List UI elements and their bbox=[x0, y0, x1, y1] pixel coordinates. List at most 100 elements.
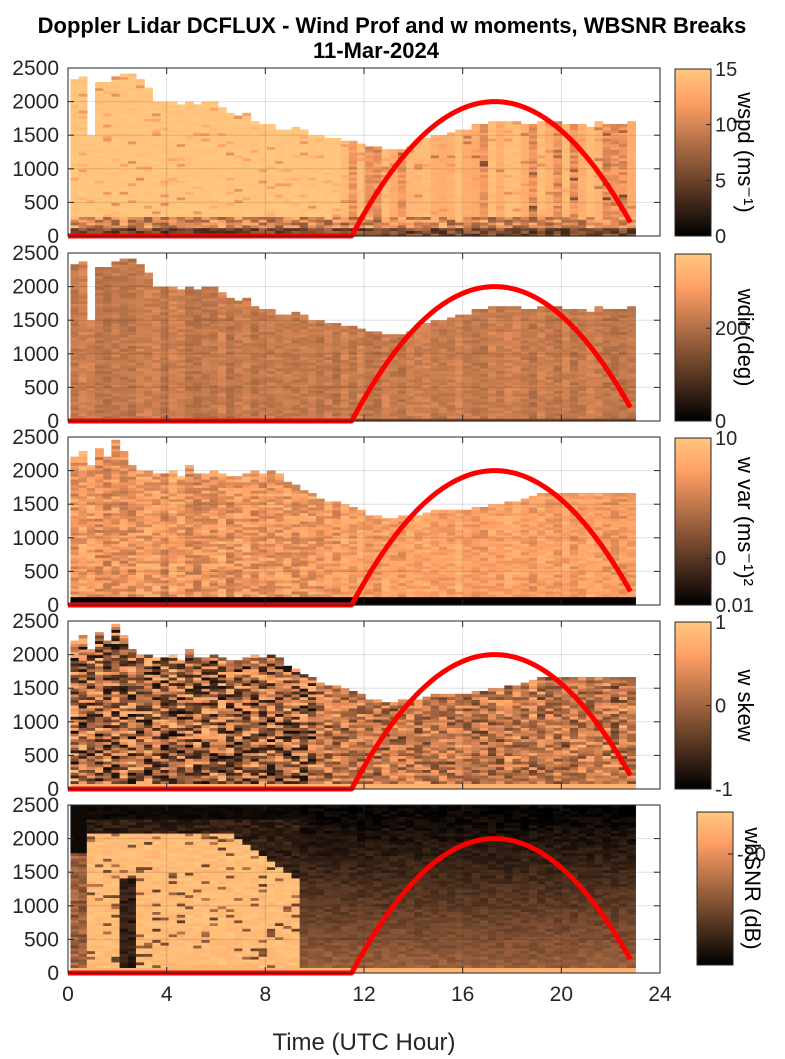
heatmap-cell bbox=[349, 141, 358, 144]
heatmap-cell bbox=[627, 121, 636, 124]
heatmap-cell bbox=[193, 289, 202, 292]
heatmap-cell bbox=[70, 79, 79, 82]
heatmap-cell bbox=[169, 287, 178, 290]
y-tick-label: 1000 bbox=[12, 158, 59, 181]
heatmap-cell bbox=[111, 76, 120, 79]
heatmap-cell bbox=[128, 259, 137, 262]
heatmap-cell bbox=[472, 124, 481, 127]
heatmap-cell bbox=[521, 124, 530, 127]
y-tick-label: 2500 bbox=[12, 57, 59, 80]
heatmap-cell bbox=[161, 102, 170, 105]
heatmap-cell bbox=[316, 320, 325, 323]
y-tick-label: 500 bbox=[24, 191, 59, 214]
heatmap-cell bbox=[332, 138, 341, 141]
figure-date: 11-Mar-2024 bbox=[313, 38, 440, 63]
heatmap-cell bbox=[341, 326, 350, 329]
heatmap-cell bbox=[488, 121, 497, 124]
colorbar-tick-label: 15 bbox=[715, 59, 737, 81]
heatmap-cell bbox=[324, 323, 333, 326]
heatmap-cell bbox=[144, 273, 153, 276]
heatmap-cell bbox=[103, 267, 112, 270]
heatmap-cell bbox=[422, 138, 431, 141]
heatmap-cell bbox=[144, 88, 153, 91]
heatmap-cell bbox=[619, 124, 628, 127]
heatmap-cell bbox=[185, 287, 194, 290]
heatmap-cell bbox=[332, 323, 341, 326]
heatmap-cell bbox=[128, 74, 137, 77]
heatmap-cell bbox=[300, 315, 309, 318]
heatmap-cell bbox=[513, 121, 522, 124]
heatmap-cell bbox=[275, 130, 284, 133]
heatmap-cell bbox=[242, 113, 251, 116]
heatmap-cell bbox=[537, 121, 546, 124]
colorbar-label: wspd (ms⁻¹) bbox=[733, 91, 758, 212]
heatmap-cell bbox=[341, 141, 350, 144]
heatmap-cell bbox=[611, 124, 620, 127]
y-tick-label: 2000 bbox=[12, 91, 59, 114]
heatmap-cell bbox=[308, 320, 317, 323]
heatmap-cell bbox=[390, 149, 399, 152]
heatmap-cell bbox=[218, 107, 227, 110]
heatmap-cell bbox=[242, 298, 251, 301]
heatmap-cell bbox=[177, 104, 186, 107]
heatmap-cell bbox=[185, 102, 194, 105]
heatmap-cell bbox=[586, 127, 595, 130]
heatmap-cell bbox=[136, 79, 145, 82]
figure: Doppler Lidar DCFLUX - Wind Prof and w m… bbox=[0, 0, 785, 1059]
heatmap-cell bbox=[251, 306, 260, 309]
heatmap-cell bbox=[463, 315, 472, 318]
heatmap-cell bbox=[283, 315, 292, 318]
heatmap-cell bbox=[152, 287, 161, 290]
heatmap-cell bbox=[570, 124, 579, 127]
heatmap-cell bbox=[193, 104, 202, 107]
heatmap-cell bbox=[578, 124, 587, 127]
heatmap-cell bbox=[259, 309, 268, 312]
heatmap-cell bbox=[603, 124, 612, 127]
heatmap-cell bbox=[422, 323, 431, 326]
heatmap-cell bbox=[87, 135, 96, 138]
heatmap-cell bbox=[267, 124, 276, 127]
heatmap-cell bbox=[594, 121, 603, 124]
heatmap-cell bbox=[201, 287, 210, 290]
heatmap-cell bbox=[218, 292, 227, 295]
heatmap-cell bbox=[292, 127, 301, 130]
heatmap-cell bbox=[431, 135, 440, 138]
heatmap-cell bbox=[87, 320, 96, 323]
heatmap-cell bbox=[201, 102, 210, 105]
heatmap-cell bbox=[79, 76, 88, 79]
heatmap-cell bbox=[169, 102, 178, 105]
heatmap-cell bbox=[504, 121, 513, 124]
heatmap-cell bbox=[463, 130, 472, 133]
heatmap-wspd bbox=[70, 74, 635, 237]
heatmap-cell bbox=[161, 287, 170, 290]
heatmap-cell bbox=[529, 124, 538, 127]
heatmap-cell bbox=[275, 315, 284, 318]
heatmap-cell bbox=[308, 135, 317, 138]
y-tick-label: 1500 bbox=[12, 124, 59, 147]
heatmap-cell bbox=[111, 261, 120, 264]
heatmap-cell bbox=[365, 146, 374, 149]
heatmap-cell bbox=[259, 124, 268, 127]
heatmap-cell bbox=[382, 334, 391, 337]
heatmap-cell bbox=[177, 289, 186, 292]
figure-title: Doppler Lidar DCFLUX - Wind Prof and w m… bbox=[38, 13, 747, 38]
heatmap-cell bbox=[349, 326, 358, 329]
heatmap-cell bbox=[210, 102, 219, 105]
heatmap-cell bbox=[136, 264, 145, 267]
heatmap-cell bbox=[480, 124, 489, 127]
heatmap-cell bbox=[120, 259, 129, 262]
heatmap-cell bbox=[234, 116, 243, 119]
heatmap-cell bbox=[70, 264, 79, 267]
heatmap-cell bbox=[365, 331, 374, 334]
colorbar-tick-label: 0 bbox=[715, 226, 726, 248]
heatmap-wdir bbox=[70, 259, 635, 422]
heatmap-cell bbox=[251, 121, 260, 124]
heatmap-cell bbox=[283, 130, 292, 133]
heatmap-cell bbox=[226, 298, 235, 301]
heatmap-cell bbox=[431, 320, 440, 323]
heatmap-cell bbox=[300, 130, 309, 133]
heatmap-cell bbox=[439, 320, 448, 323]
